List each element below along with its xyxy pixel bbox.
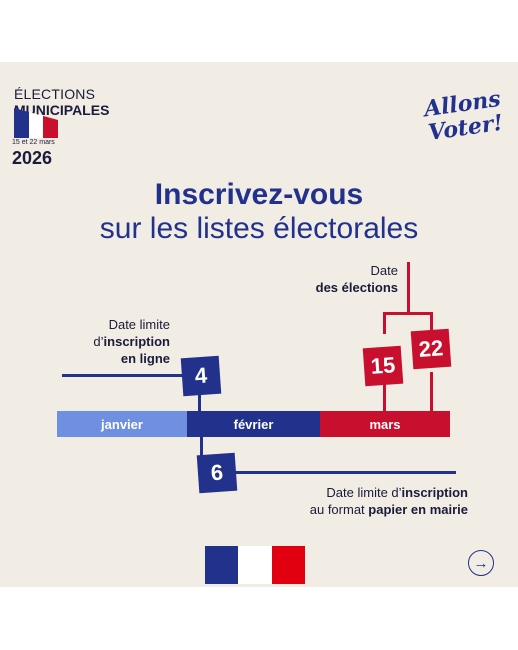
- slogan-logo: Allons Voter!: [422, 85, 505, 146]
- election-connector-bracket: [383, 312, 433, 315]
- month-january: janvier: [57, 411, 187, 437]
- online-day-stem: [198, 392, 201, 412]
- month-february: février: [187, 411, 320, 437]
- election-date-label: Date des élections: [315, 263, 398, 295]
- arrow-right-circle-icon[interactable]: →: [468, 550, 494, 576]
- page-subtitle: sur les listes électorales: [99, 212, 419, 245]
- month-march: mars: [320, 411, 450, 437]
- online-deadline-label: Date limite d’inscription en ligne: [93, 317, 170, 366]
- online-connector-line: [62, 374, 202, 377]
- page-title: Inscrivez-vous: [154, 178, 364, 211]
- online-day-badge: 4: [180, 355, 222, 397]
- header-dates: 15 et 22 mars: [12, 139, 55, 146]
- paper-connector-line: [230, 471, 456, 474]
- paper-day-stem: [200, 437, 203, 457]
- republique-francaise-logo: [205, 546, 305, 584]
- election-day-2-stem: [430, 372, 433, 412]
- election-connector-right: [430, 312, 433, 332]
- election-day-1-badge: 15: [362, 345, 404, 387]
- election-connector-vertical: [407, 262, 410, 314]
- header-year: 2026: [12, 148, 53, 168]
- election-connector-left: [383, 312, 386, 334]
- election-card: ÉLECTIONS MUNICIPALES 15 et 22 mars 2026…: [0, 62, 518, 587]
- paper-deadline-label: Date limite d’inscription au format papi…: [309, 485, 468, 517]
- header-elections: ÉLECTIONS: [14, 86, 96, 102]
- election-day-1-stem: [383, 382, 386, 412]
- header-municipales: MUNICIPALES: [14, 102, 110, 118]
- election-day-2-badge: 22: [410, 328, 452, 370]
